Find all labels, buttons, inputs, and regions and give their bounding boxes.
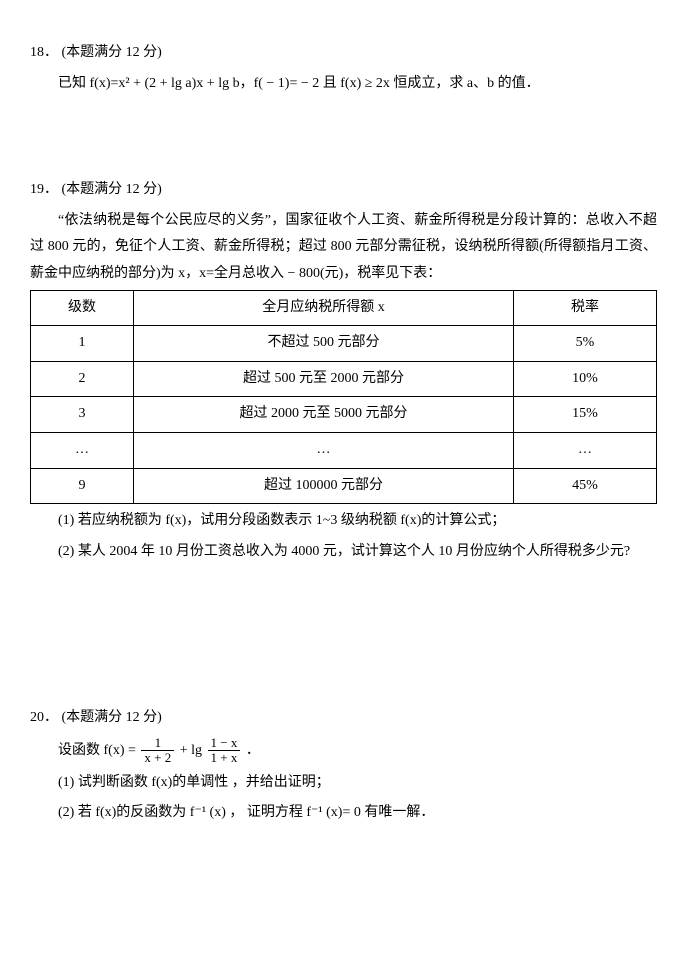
cell-level: 1 [31,326,134,362]
col-header-rate: 税率 [514,290,657,326]
cell-rate: … [514,432,657,468]
cell-rate: 10% [514,361,657,397]
question-20-sub1: (1) 试判断函数 f(x)的单调性 ，并给出证明； [58,770,657,797]
frac2-num: 1 − x [208,736,241,751]
fraction-1: 1x + 2 [141,736,174,766]
question-18-body: 已知 f(x)=x² + (2 + lg a)x + lg b，f( − 1)=… [30,71,657,98]
question-19-sub1: (1) 若应纳税额为 f(x)，试用分段函数表示 1~3 级纳税额 f(x)的计… [30,508,657,535]
table-row: 9 超过 100000 元部分 45% [31,468,657,504]
table-row: 3 超过 2000 元至 5000 元部分 15% [31,397,657,433]
question-19-intro: “依法纳税是每个公民应尽的义务”，国家征收个人工资、薪金所得税是分段计算的：总收… [30,208,657,288]
cell-amount: 不超过 500 元部分 [134,326,514,362]
fraction-2: 1 − x1 + x [208,736,241,766]
col-header-level: 级数 [31,290,134,326]
question-number: 18． [30,45,58,60]
points-label: (本题满分 12 分) [62,182,162,197]
question-19-header: 19． (本题满分 12 分) [30,177,657,204]
frac2-den: 1 + x [208,751,241,765]
table-row: 1 不超过 500 元部分 5% [31,326,657,362]
question-20-header: 20． (本题满分 12 分) [30,705,657,732]
question-19-body: “依法纳税是每个公民应尽的义务”，国家征收个人工资、薪金所得税是分段计算的：总收… [30,208,657,566]
question-20-body: 设函数 f(x) = 1x + 2 + lg 1 − x1 + x ． (1) … [30,736,657,827]
cell-level: 9 [31,468,134,504]
question-18: 18． (本题满分 12 分) 已知 f(x)=x² + (2 + lg a)x… [30,40,657,97]
cell-amount: 超过 500 元至 2000 元部分 [134,361,514,397]
cell-amount: 超过 100000 元部分 [134,468,514,504]
cell-rate: 45% [514,468,657,504]
cell-amount: 超过 2000 元至 5000 元部分 [134,397,514,433]
cell-level: 3 [31,397,134,433]
period: ． [242,743,260,758]
question-number: 19． [30,182,58,197]
plus-lg: + lg [176,743,205,758]
col-header-amount: 全月应纳税所得额 x [134,290,514,326]
question-19: 19． (本题满分 12 分) “依法纳税是每个公民应尽的义务”，国家征收个人工… [30,177,657,565]
question-number: 20． [30,710,58,725]
question-18-header: 18． (本题满分 12 分) [30,40,657,67]
table-row: … … … [31,432,657,468]
tax-table: 级数 全月应纳税所得额 x 税率 1 不超过 500 元部分 5% 2 超过 5… [30,290,657,505]
cell-level: … [31,432,134,468]
cell-level: 2 [31,361,134,397]
cell-amount: … [134,432,514,468]
question-19-sub2: (2) 某人 2004 年 10 月份工资总收入为 4000 元，试计算这个人 … [30,539,657,566]
cell-rate: 15% [514,397,657,433]
points-label: (本题满分 12 分) [62,710,162,725]
question-20: 20． (本题满分 12 分) 设函数 f(x) = 1x + 2 + lg 1… [30,705,657,826]
question-20-function: 设函数 f(x) = 1x + 2 + lg 1 − x1 + x ． [58,736,657,766]
func-lead: 设函数 f(x) = [58,743,139,758]
cell-rate: 5% [514,326,657,362]
points-label: (本题满分 12 分) [62,45,162,60]
table-row: 2 超过 500 元至 2000 元部分 10% [31,361,657,397]
frac1-den: x + 2 [141,751,174,765]
table-header-row: 级数 全月应纳税所得额 x 税率 [31,290,657,326]
question-18-text: 已知 f(x)=x² + (2 + lg a)x + lg b，f( − 1)=… [58,71,657,98]
frac1-num: 1 [141,736,174,751]
question-20-sub2: (2) 若 f(x)的反函数为 f⁻¹ (x) ， 证明方程 f⁻¹ (x)= … [58,800,657,827]
